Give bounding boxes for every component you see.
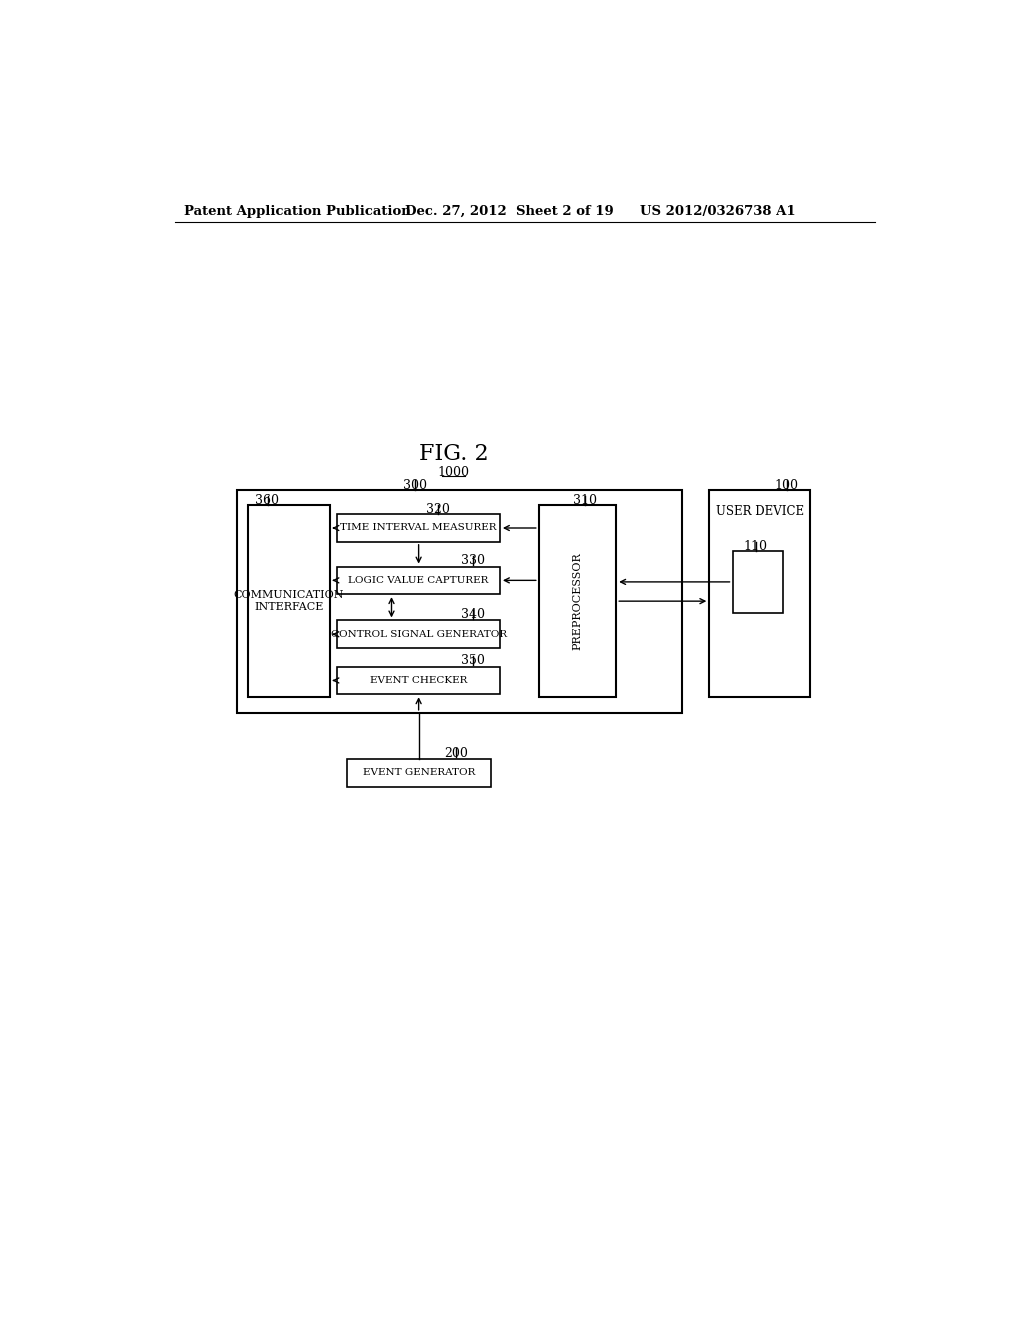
Text: LOGIC VALUE CAPTURER: LOGIC VALUE CAPTURER [348,576,488,585]
Text: 320: 320 [426,503,450,516]
Text: EVENT CHECKER: EVENT CHECKER [370,676,467,685]
Text: PREPROCESSOR: PREPROCESSOR [572,552,583,649]
Text: US 2012/0326738 A1: US 2012/0326738 A1 [640,205,795,218]
Text: CONTROL SIGNAL GENERATOR: CONTROL SIGNAL GENERATOR [331,630,507,639]
Text: EVENT GENERATOR: EVENT GENERATOR [362,768,475,777]
Bar [337,620,500,648]
Text: 330: 330 [461,554,485,568]
Text: 360: 360 [256,494,280,507]
Text: Patent Application Publication: Patent Application Publication [183,205,411,218]
Text: 350: 350 [461,655,484,668]
Text: 100: 100 [775,479,799,492]
Text: 1000: 1000 [437,466,469,479]
Text: 340: 340 [461,609,485,622]
Text: Dec. 27, 2012  Sheet 2 of 19: Dec. 27, 2012 Sheet 2 of 19 [404,205,613,218]
Bar [337,515,500,543]
Bar [248,506,330,697]
Bar [347,759,490,787]
Bar [237,490,682,713]
Bar [710,490,810,697]
Bar [337,566,500,594]
Text: FIG. 2: FIG. 2 [419,444,488,466]
Bar [337,667,500,694]
Bar [732,552,783,612]
Text: USER DEVICE: USER DEVICE [716,504,804,517]
Text: 300: 300 [402,479,427,492]
Text: TIME INTERVAL MEASURER: TIME INTERVAL MEASURER [340,524,497,532]
Text: 200: 200 [443,747,468,760]
Bar [539,506,616,697]
Text: 110: 110 [743,540,768,553]
Text: 310: 310 [573,494,597,507]
Text: COMMUNICATION
INTERFACE: COMMUNICATION INTERFACE [233,590,344,612]
